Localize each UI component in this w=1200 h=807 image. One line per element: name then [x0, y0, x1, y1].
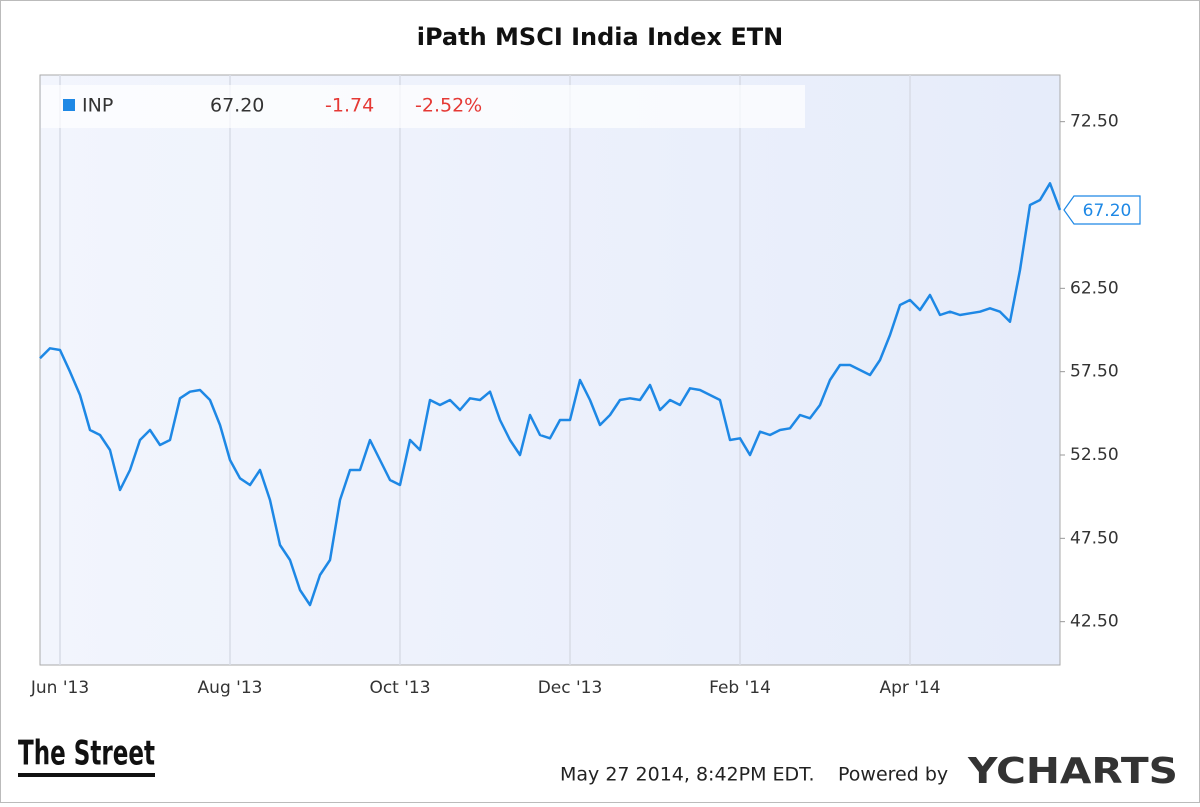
- x-tick-label: Jun '13: [30, 678, 89, 698]
- powered-by: Powered by: [838, 764, 948, 786]
- y-tick-label: 57.50: [1070, 362, 1119, 382]
- y-tick-label: 52.50: [1070, 445, 1119, 465]
- timestamp: May 27 2014, 8:42PM EDT.: [560, 764, 815, 786]
- last-value-callout: 67.20: [1063, 195, 1141, 225]
- legend-change-percent: -2.52%: [415, 95, 482, 117]
- y-tick-label: 72.50: [1070, 112, 1119, 132]
- brand-logo: YCHARTS: [967, 751, 1178, 792]
- callout-box: [1063, 195, 1141, 225]
- plot-area: [39, 74, 1061, 666]
- x-tick-label: Feb '14: [709, 678, 771, 698]
- y-tick-label: 62.50: [1070, 278, 1119, 298]
- callout-label: 67.20: [1083, 201, 1132, 221]
- legend-price: 67.20: [210, 95, 264, 117]
- legend-change: -1.74: [325, 95, 374, 117]
- publisher-logo: The Street: [18, 734, 155, 774]
- legend-label: INP: [82, 95, 113, 117]
- chart-title: iPath MSCI India Index ETN: [417, 23, 783, 51]
- legend-swatch: [63, 99, 75, 111]
- x-tick-label: Aug '13: [198, 678, 263, 698]
- x-tick-label: Apr '14: [879, 678, 940, 698]
- price-line: [39, 182, 1062, 607]
- y-tick-label: 42.50: [1070, 612, 1119, 632]
- x-tick-label: Oct '13: [369, 678, 430, 698]
- x-tick-label: Dec '13: [538, 678, 603, 698]
- logo-underline: [18, 773, 155, 777]
- legend-box: [41, 85, 805, 128]
- y-tick-label: 47.50: [1070, 528, 1119, 548]
